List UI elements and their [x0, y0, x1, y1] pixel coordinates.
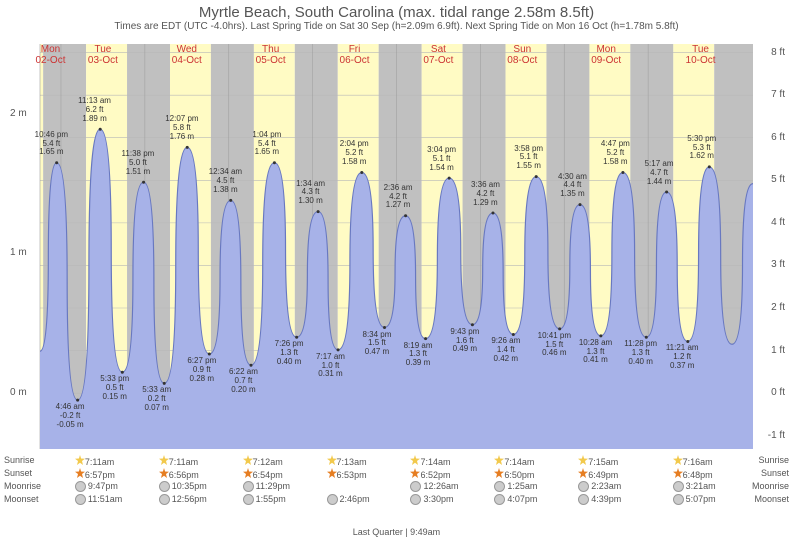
- high-tide-label: 1:34 am4.3 ft1.30 m: [296, 180, 325, 206]
- moonrise-value: 2:23am: [578, 481, 648, 492]
- chart-title: Myrtle Beach, South Carolina (max. tidal…: [0, 4, 793, 21]
- high-tide-label: 2:36 am4.2 ft1.27 m: [384, 184, 413, 210]
- tide-chart: Myrtle Beach, South Carolina (max. tidal…: [0, 0, 793, 539]
- day-header: Mon09-Oct: [586, 44, 626, 66]
- low-tide-label: 6:27 pm0.9 ft0.28 m: [187, 357, 216, 383]
- right-axis-tick: 7 ft: [771, 89, 785, 100]
- sunset-value: 6:49pm: [578, 468, 648, 480]
- high-tide-label: 11:13 am6.2 ft1.89 m: [78, 97, 111, 123]
- chart-title-block: Myrtle Beach, South Carolina (max. tidal…: [0, 4, 793, 32]
- sunrise-value: 7:11am: [75, 455, 145, 467]
- left-axis-tick: 1 m: [10, 247, 27, 258]
- right-axis-tick: 0 ft: [771, 387, 785, 398]
- high-tide-label: 10:46 pm5.4 ft1.65 m: [35, 131, 68, 157]
- high-tide-label: 4:30 am4.4 ft1.35 m: [558, 173, 587, 199]
- right-axis-tick: -1 ft: [768, 430, 785, 441]
- day-header: Mon02-Oct: [30, 44, 70, 66]
- moonrise-value: 1:25am: [494, 481, 564, 492]
- moonset-value: 4:07pm: [494, 494, 564, 505]
- sunset-row-label: Sunset: [4, 468, 32, 478]
- sunrise-row-label: Sunrise: [4, 455, 35, 465]
- right-axis-tick: 8 ft: [771, 47, 785, 58]
- moonset-value: 5:07pm: [673, 494, 743, 505]
- left-axis-tick: 0 m: [10, 387, 27, 398]
- right-axis-tick: 6 ft: [771, 132, 785, 143]
- low-tide-label: 4:46 am-0.2 ft-0.05 m: [56, 403, 85, 429]
- low-tide-label: 9:26 am1.4 ft0.42 m: [491, 337, 520, 363]
- sunset-value: 6:56pm: [159, 468, 229, 480]
- moonset-value: 4:39pm: [578, 494, 648, 505]
- moonrise-value: 12:26am: [410, 481, 480, 492]
- low-tide-label: 7:17 am1.0 ft0.31 m: [316, 353, 345, 379]
- high-tide-label: 2:04 pm5.2 ft1.58 m: [340, 140, 369, 166]
- low-tide-label: 8:34 pm1.5 ft0.47 m: [363, 331, 392, 357]
- low-tide-label: 5:33 pm0.5 ft0.15 m: [100, 375, 129, 401]
- right-axis-tick: 3 ft: [771, 259, 785, 270]
- low-tide-label: 10:28 am1.3 ft0.41 m: [579, 339, 612, 365]
- moonset-value: 3:30pm: [410, 494, 480, 505]
- moonset-row-label: Moonset: [754, 494, 789, 504]
- moonset-value: 2:46pm: [327, 494, 397, 505]
- moonset-row-label: Moonset: [4, 494, 39, 504]
- sunrise-value: 7:12am: [243, 455, 313, 467]
- moonset-value: 11:51am: [75, 494, 145, 505]
- sunrise-row-label: Sunrise: [758, 455, 789, 465]
- high-tide-label: 12:34 am4.5 ft1.38 m: [209, 168, 242, 194]
- sunset-row-label: Sunset: [761, 468, 789, 478]
- low-tide-label: 6:22 am0.7 ft0.20 m: [229, 368, 258, 394]
- low-tide-label: 9:43 pm1.6 ft0.49 m: [450, 328, 479, 354]
- high-tide-label: 3:58 pm5.1 ft1.55 m: [514, 145, 543, 171]
- sunset-value: 6:53pm: [327, 468, 397, 480]
- high-tide-label: 4:47 pm5.2 ft1.58 m: [601, 140, 630, 166]
- plot-area: 10:46 pm5.4 ft1.65 m4:46 am-0.2 ft-0.05 …: [40, 44, 753, 449]
- high-tide-label: 11:38 pm5.0 ft1.51 m: [122, 150, 155, 176]
- low-tide-label: 8:19 am1.3 ft0.39 m: [404, 342, 433, 368]
- moonset-value: 1:55pm: [243, 494, 313, 505]
- sunrise-value: 7:14am: [410, 455, 480, 467]
- low-tide-label: 11:21 am1.2 ft0.37 m: [666, 344, 699, 370]
- sunrise-value: 7:14am: [494, 455, 564, 467]
- moonset-value: 12:56pm: [159, 494, 229, 505]
- day-header: Sat07-Oct: [418, 44, 458, 66]
- high-tide-label: 1:04 pm5.4 ft1.65 m: [252, 131, 281, 157]
- day-header: Sun08-Oct: [502, 44, 542, 66]
- low-tide-label: 11:28 pm1.3 ft0.40 m: [624, 340, 657, 366]
- right-axis-tick: 1 ft: [771, 345, 785, 356]
- right-axis-tick: 5 ft: [771, 174, 785, 185]
- high-tide-label: 5:17 am4.7 ft1.44 m: [645, 160, 674, 186]
- moonrise-value: 3:21am: [673, 481, 743, 492]
- moonrise-value: 10:35pm: [159, 481, 229, 492]
- sunrise-value: 7:16am: [673, 455, 743, 467]
- day-header: Tue10-Oct: [681, 44, 721, 66]
- sunset-value: 6:57pm: [75, 468, 145, 480]
- sunset-value: 6:52pm: [410, 468, 480, 480]
- high-tide-label: 3:04 pm5.1 ft1.54 m: [427, 146, 456, 172]
- day-header: Tue03-Oct: [83, 44, 123, 66]
- moonrise-row-label: Moonrise: [4, 481, 41, 491]
- high-tide-label: 12:07 pm5.8 ft1.76 m: [165, 115, 198, 141]
- day-header: Wed04-Oct: [167, 44, 207, 66]
- sunrise-value: 7:11am: [159, 455, 229, 467]
- sunrise-value: 7:13am: [327, 455, 397, 467]
- day-header: Fri06-Oct: [335, 44, 375, 66]
- right-axis-tick: 4 ft: [771, 217, 785, 228]
- high-tide-label: 5:30 pm5.3 ft1.62 m: [687, 135, 716, 161]
- sunrise-value: 7:15am: [578, 455, 648, 467]
- chart-subtitle: Times are EDT (UTC -4.0hrs). Last Spring…: [0, 21, 793, 32]
- day-header: Thu05-Oct: [251, 44, 291, 66]
- sunset-value: 6:54pm: [243, 468, 313, 480]
- sunset-value: 6:50pm: [494, 468, 564, 480]
- moonrise-value: 11:29pm: [243, 481, 313, 492]
- left-axis-tick: 2 m: [10, 108, 27, 119]
- high-tide-label: 3:36 am4.2 ft1.29 m: [471, 181, 500, 207]
- low-tide-label: 5:33 am0.2 ft0.07 m: [142, 386, 171, 412]
- last-quarter-text: Last Quarter | 9:49am: [0, 527, 793, 537]
- low-tide-label: 10:41 pm1.5 ft0.46 m: [538, 332, 571, 358]
- low-tide-label: 7:26 pm1.3 ft0.40 m: [275, 340, 304, 366]
- sunset-value: 6:48pm: [673, 468, 743, 480]
- moonrise-row-label: Moonrise: [752, 481, 789, 491]
- right-axis-tick: 2 ft: [771, 302, 785, 313]
- moonrise-value: 9:47pm: [75, 481, 145, 492]
